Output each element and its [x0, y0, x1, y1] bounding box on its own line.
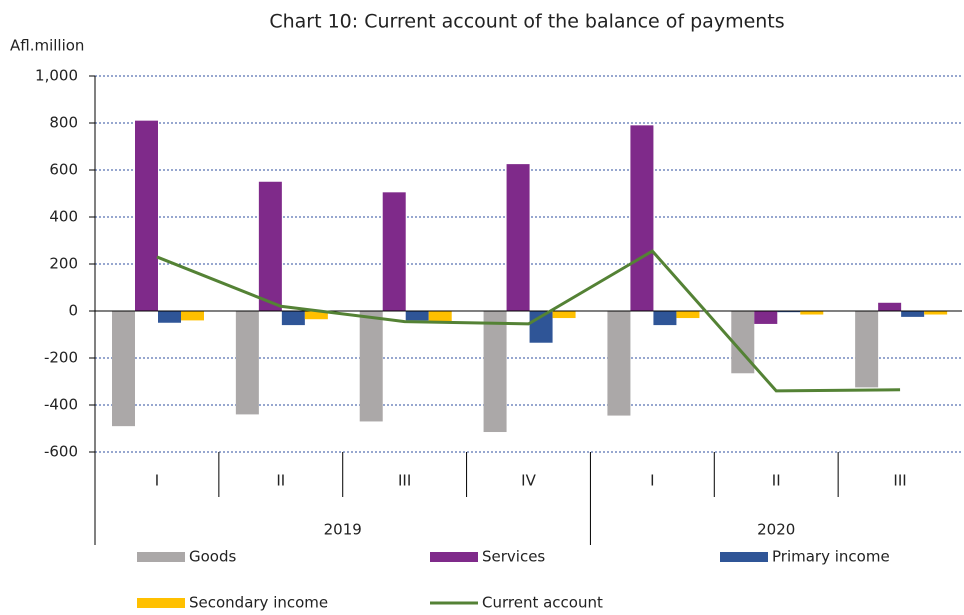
bar	[855, 311, 879, 388]
legend-label: Primary income	[772, 548, 890, 566]
bar	[653, 311, 677, 326]
legend-label: Current account	[482, 594, 603, 612]
legend-swatch	[430, 552, 478, 562]
bar	[754, 311, 778, 324]
legend-label: Goods	[189, 548, 236, 566]
x-tick-label: III	[893, 472, 906, 490]
bar	[181, 311, 204, 321]
x-tick-label: II	[772, 472, 781, 490]
bar	[382, 192, 406, 311]
x-tick-label: III	[398, 472, 411, 490]
chart-title: Chart 10: Current account of the balance…	[269, 11, 784, 33]
bar	[281, 311, 305, 326]
line-series	[156, 249, 901, 393]
y-tick-label: 0	[68, 302, 78, 320]
legend-swatch	[137, 598, 185, 608]
bar	[135, 120, 158, 312]
bar	[235, 311, 259, 415]
y-axis-label: Afl.million	[10, 37, 84, 55]
legend-swatch	[720, 552, 768, 562]
bar	[112, 311, 135, 427]
bar	[304, 311, 328, 320]
group-label: 2020	[757, 521, 795, 539]
y-tick-label: 1,000	[35, 67, 78, 85]
bar	[777, 311, 801, 313]
bar	[676, 311, 700, 319]
bar	[405, 311, 429, 321]
bar	[878, 302, 902, 311]
y-tick-label: -400	[44, 396, 78, 414]
legend-label: Secondary income	[189, 594, 328, 612]
x-tick-label: I	[155, 472, 159, 490]
bar	[607, 311, 631, 416]
legend-swatch	[137, 552, 185, 562]
y-tick-label: -200	[44, 349, 78, 367]
group-label: 2019	[324, 521, 362, 539]
bar	[901, 311, 925, 317]
bar	[483, 311, 507, 433]
bar	[552, 311, 576, 319]
bar	[506, 164, 530, 311]
x-tick-label: IV	[521, 472, 536, 490]
bar	[258, 181, 282, 311]
bar	[630, 125, 654, 311]
legend-label: Services	[482, 548, 545, 566]
y-tick-label: 200	[49, 255, 78, 273]
y-tick-label: 600	[49, 161, 78, 179]
x-tick-label: I	[650, 472, 654, 490]
y-tick-label: 400	[49, 208, 78, 226]
y-tick-label: -600	[44, 443, 78, 461]
x-tick-label: II	[276, 472, 285, 490]
bar	[924, 311, 948, 315]
bar	[428, 311, 452, 322]
bar	[158, 311, 181, 323]
bar	[800, 311, 824, 315]
bar	[359, 311, 383, 422]
y-tick-label: 800	[49, 114, 78, 132]
